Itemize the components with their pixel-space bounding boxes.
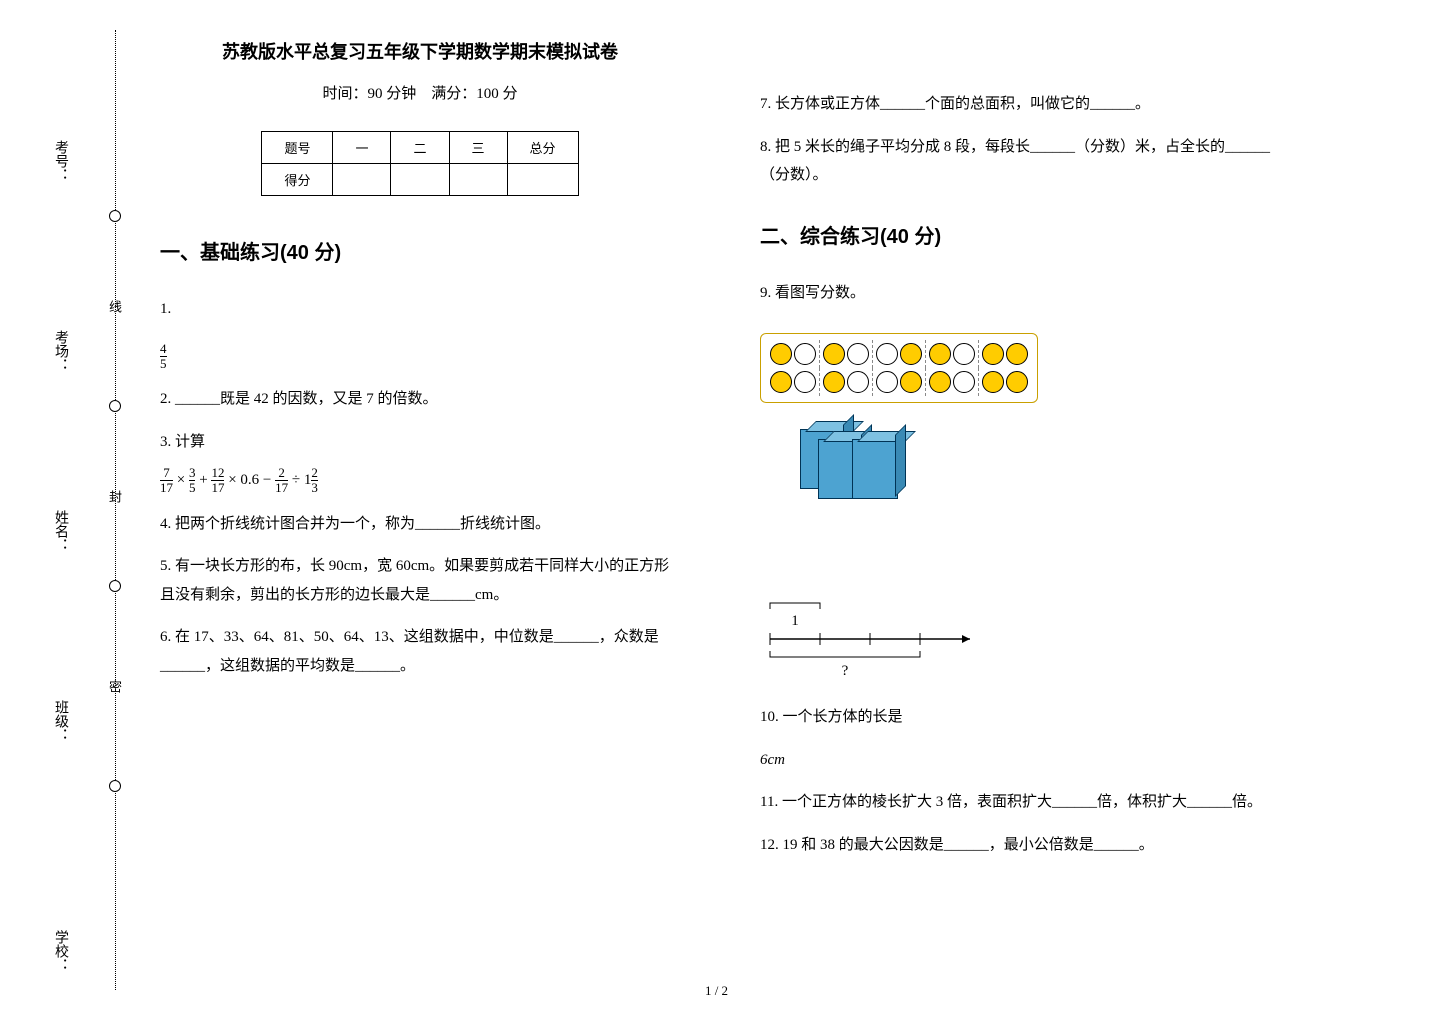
frac: 35 — [189, 466, 196, 496]
q3-whole: 1 — [304, 472, 312, 488]
binding-label-name: 姓名： — [50, 510, 70, 552]
frac: 217 — [275, 466, 288, 496]
exam-meta: 时间：90 分钟 满分：100 分 — [160, 82, 680, 103]
page-footer: 1 / 2 — [0, 983, 1433, 999]
th-label: 题号 — [262, 132, 333, 164]
binding-circle — [109, 780, 121, 792]
td-empty — [449, 164, 507, 196]
binding-label-room: 考场： — [50, 330, 70, 372]
q3-label: 3. 计算 — [160, 428, 680, 457]
question-7: 7. 长方体或正方体______个面的总面积，叫做它的______。 — [760, 90, 1280, 119]
th-col: 二 — [391, 132, 449, 164]
circles-row — [767, 368, 1031, 396]
question-5: 5. 有一块长方形的布，长 90cm，宽 60cm。如果要剪成若干同样大小的正方… — [160, 552, 680, 609]
bracket-q — [770, 651, 920, 657]
section1-heading: 一、基础练习(40 分) — [160, 236, 680, 265]
binding-circle — [109, 400, 121, 412]
q3-expression: 717 × 35 + 1217 × 0.6 − 217 ÷ 123 — [160, 466, 680, 496]
binding-label-class: 班级： — [50, 700, 70, 742]
q10-value: 6cm — [760, 746, 1280, 775]
question-12: 12. 19 和 38 的最大公因数是______，最小公倍数是______。 — [760, 831, 1280, 860]
score-table: 题号 一 二 三 总分 得分 — [261, 131, 578, 196]
question-11: 11. 一个正方体的棱长扩大 3 倍，表面积扩大______倍，体积扩大____… — [760, 788, 1280, 817]
th-col: 三 — [449, 132, 507, 164]
th-total: 总分 — [507, 132, 578, 164]
frac: 23 — [311, 466, 318, 496]
frac-numerator: 4 — [160, 342, 167, 356]
exam-title: 苏教版水平总复习五年级下学期数学期末模拟试卷 — [160, 38, 680, 64]
frac: 1217 — [211, 466, 224, 496]
question-1: 1. 4 5 — [160, 295, 680, 371]
binding-label-examno: 考号： — [50, 140, 70, 182]
th-col: 一 — [333, 132, 391, 164]
meta-full-value: 100 分 — [476, 86, 517, 102]
seal-char-mi: 密 — [105, 680, 124, 699]
question-3: 3. 计算 717 × 35 + 1217 × 0.6 − 217 ÷ 123 — [160, 428, 680, 496]
td-label: 得分 — [262, 164, 333, 196]
td-empty — [391, 164, 449, 196]
meta-full-label: 满分： — [431, 86, 476, 102]
nline-arrow — [962, 635, 970, 643]
td-empty — [507, 164, 578, 196]
meta-time-label: 时间： — [322, 86, 367, 102]
circles-row — [767, 340, 1031, 368]
frac-denominator: 5 — [160, 356, 167, 371]
column-left: 苏教版水平总复习五年级下学期数学期末模拟试卷 时间：90 分钟 满分：100 分… — [160, 38, 720, 873]
nline-label-1: 1 — [791, 613, 799, 629]
cuboid — [852, 439, 898, 499]
cut-line — [115, 30, 116, 990]
section2-heading: 二、综合练习(40 分) — [760, 220, 1280, 249]
q1-number: 1. — [160, 295, 680, 324]
binding-circle — [109, 210, 121, 222]
column-right: 7. 长方体或正方体______个面的总面积，叫做它的______。 8. 把 … — [720, 38, 1280, 873]
td-empty — [333, 164, 391, 196]
question-6: 6. 在 17、33、64、81、50、64、13、这组数据中，中位数是____… — [160, 623, 680, 680]
question-4: 4. 把两个折线统计图合并为一个，称为______折线统计图。 — [160, 510, 680, 539]
boxes-figure — [800, 429, 940, 509]
binding-label-school: 学校： — [50, 930, 70, 972]
question-10: 10. 一个长方体的长是 — [760, 703, 1280, 732]
table-row: 题号 一 二 三 总分 — [262, 132, 578, 164]
question-9: 9. 看图写分数。 — [760, 279, 1280, 308]
seal-char-feng: 封 — [105, 490, 124, 509]
meta-time-value: 90 分钟 — [367, 86, 416, 102]
number-line-svg: 1 ? — [760, 599, 980, 689]
circles-figure — [760, 333, 1038, 403]
binding-margin: 考号： 考场： 姓名： 班级： 学校： 线 封 密 — [0, 0, 130, 1011]
question-2: 2. ______既是 42 的因数，又是 7 的倍数。 — [160, 385, 680, 414]
table-row: 得分 — [262, 164, 578, 196]
question-8: 8. 把 5 米长的绳子平均分成 8 段，每段长______（分数）米，占全长的… — [760, 133, 1280, 190]
nline-label-q: ? — [842, 663, 849, 679]
number-line-figure: 1 ? — [760, 599, 1280, 689]
q3-mid: 0.6 — [240, 472, 259, 488]
content-area: 苏教版水平总复习五年级下学期数学期末模拟试卷 时间：90 分钟 满分：100 分… — [160, 38, 1410, 873]
binding-circle — [109, 580, 121, 592]
frac: 717 — [160, 466, 173, 496]
q1-fraction: 4 5 — [160, 342, 167, 372]
seal-char-xian: 线 — [105, 300, 124, 319]
bracket-1 — [770, 603, 820, 609]
